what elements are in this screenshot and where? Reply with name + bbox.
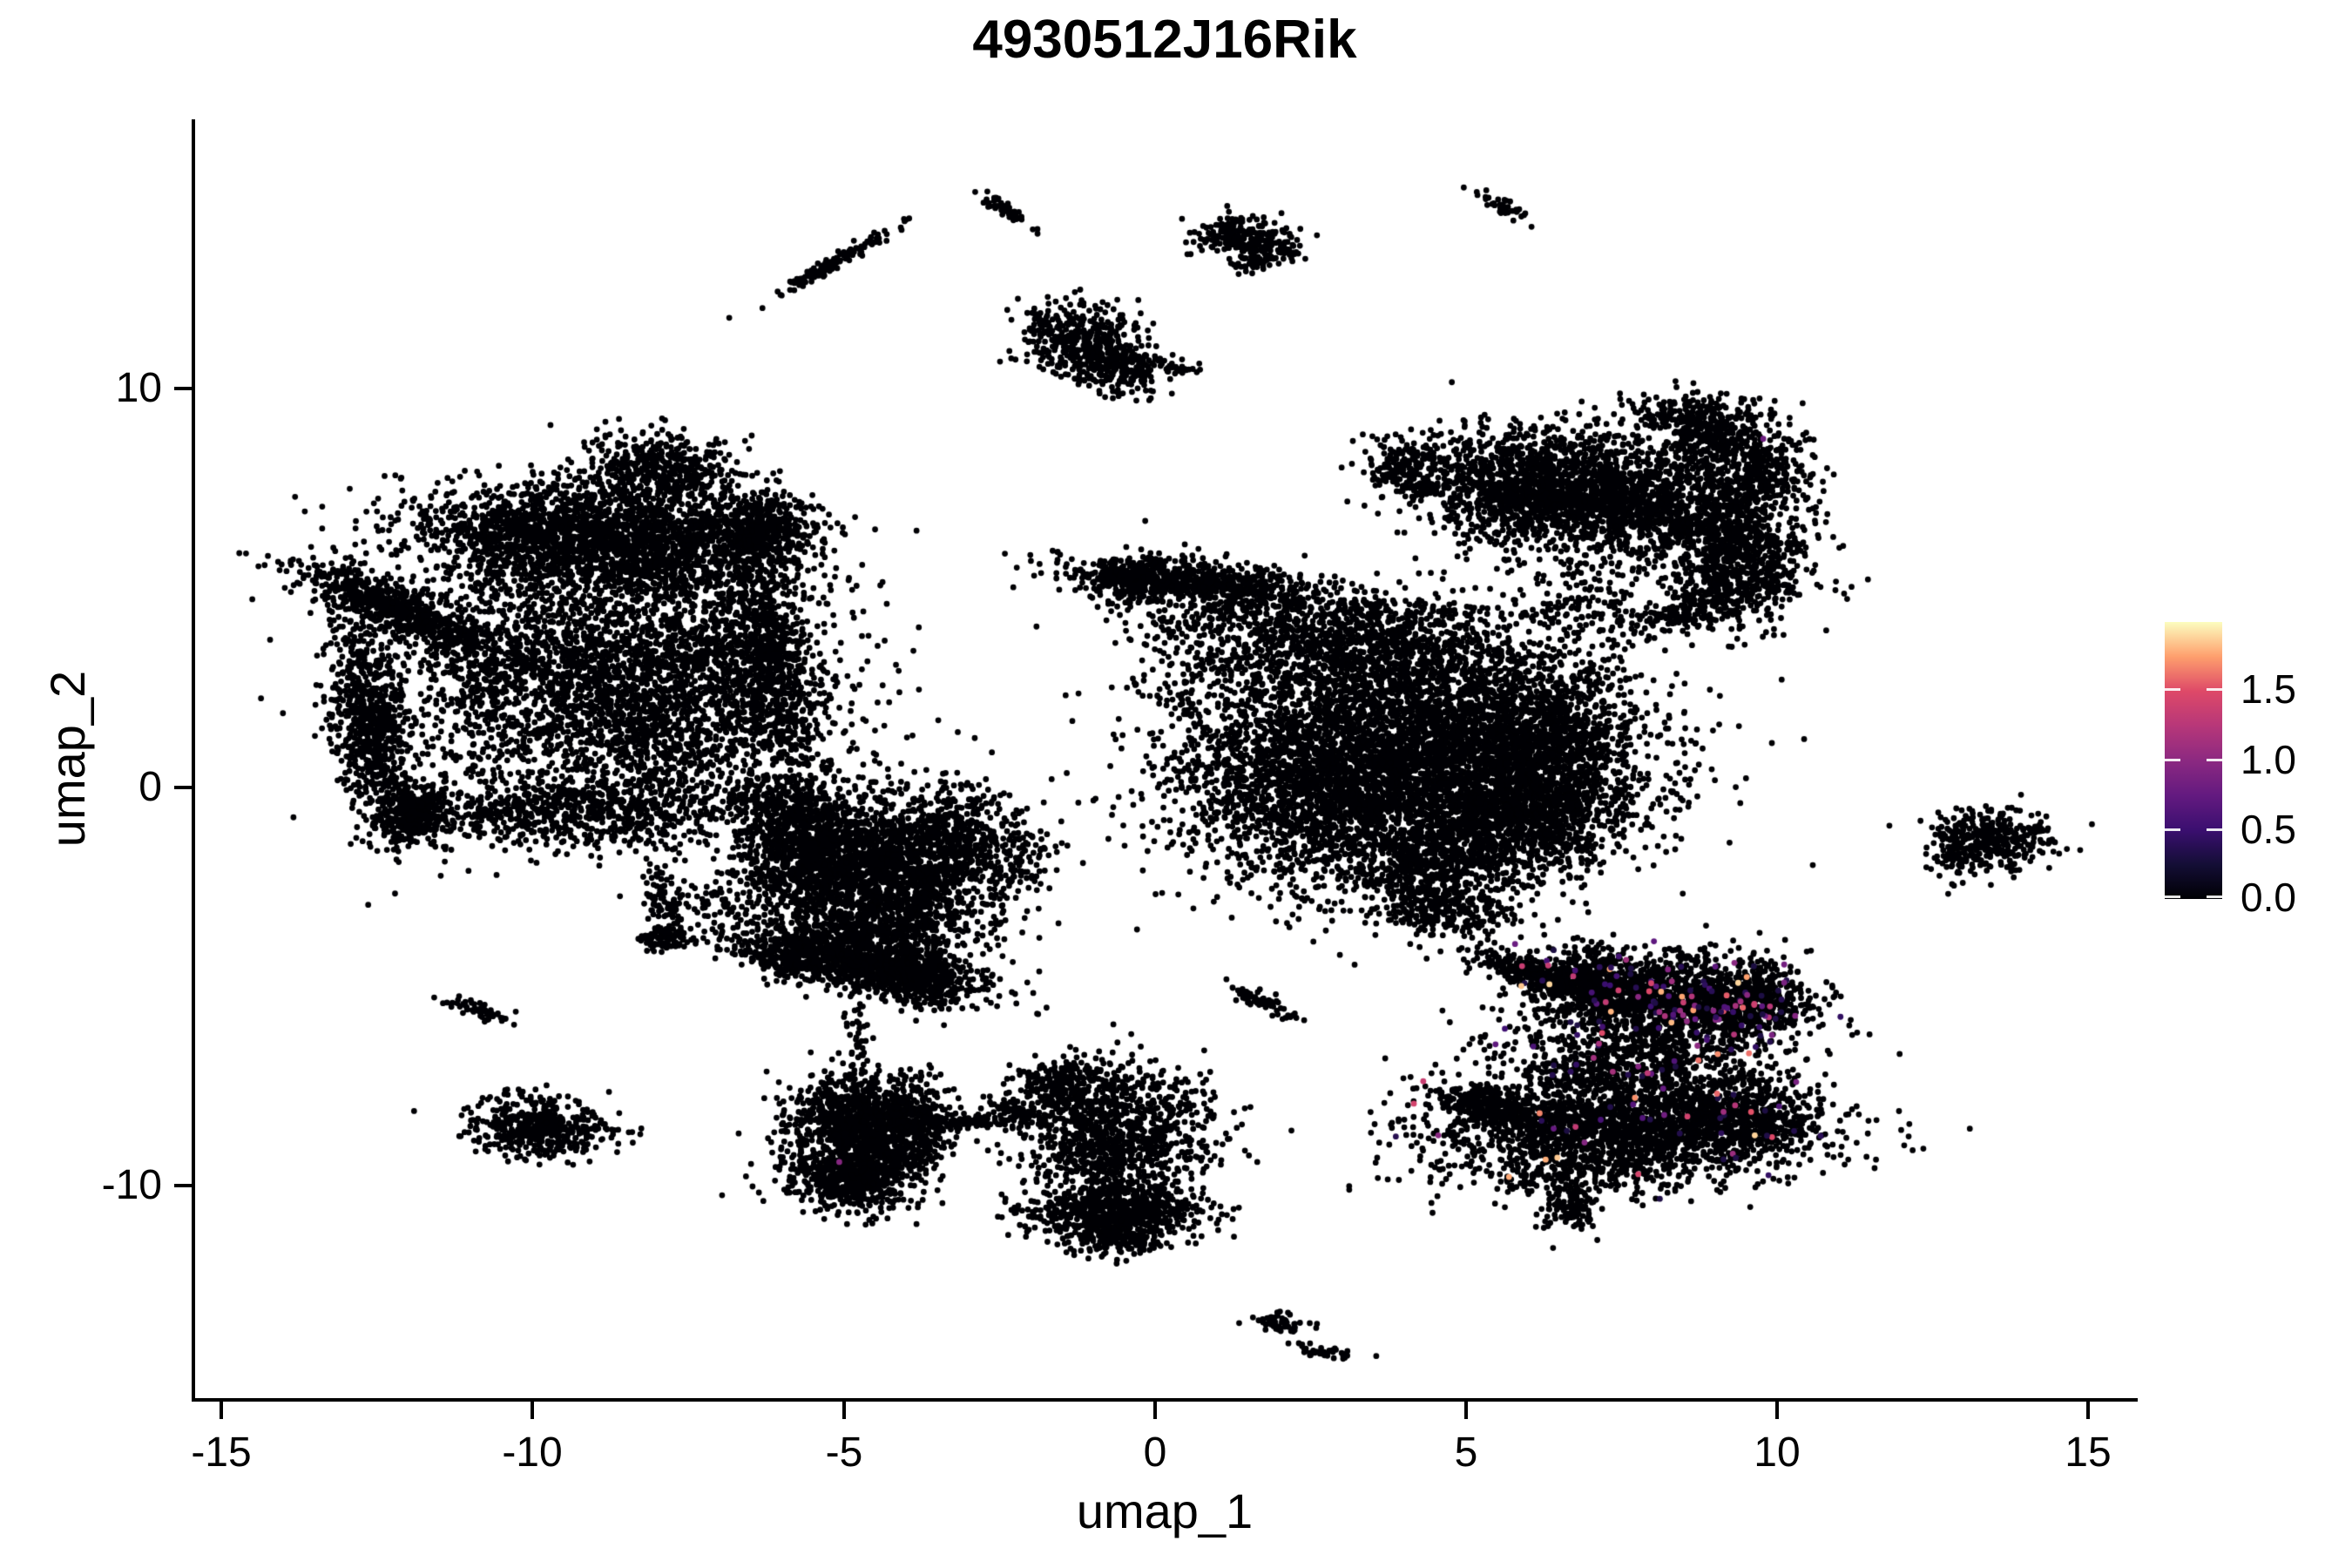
colorbar-tick-dash xyxy=(2165,688,2180,691)
colorbar-tick-dash xyxy=(2207,688,2222,691)
x-axis-line xyxy=(192,1398,2138,1402)
y-axis-tick xyxy=(174,387,192,390)
x-axis-tick xyxy=(842,1402,846,1419)
x-axis-tick xyxy=(1153,1402,1157,1419)
y-axis-title: umap_2 xyxy=(40,670,95,848)
colorbar-tick-dash xyxy=(2207,759,2222,761)
x-tick-label: -15 xyxy=(191,1429,252,1476)
colorbar-label: 1.5 xyxy=(2240,666,2296,712)
x-axis-title: umap_1 xyxy=(1076,1484,1254,1538)
x-tick-label: -5 xyxy=(825,1429,863,1476)
x-tick-label: 5 xyxy=(1454,1429,1478,1476)
colorbar-tick-dash xyxy=(2165,828,2180,831)
colorbar-tick-dash xyxy=(2165,759,2180,761)
colorbar-tick-dash xyxy=(2165,896,2180,898)
x-axis-tick xyxy=(1464,1402,1468,1419)
x-tick-label: -10 xyxy=(502,1429,563,1476)
colorbar-tick-dash xyxy=(2207,828,2222,831)
y-tick-label: -10 xyxy=(101,1162,162,1208)
colorbar-tick-dash xyxy=(2207,896,2222,898)
colorbar-label: 0.5 xyxy=(2240,807,2296,852)
y-tick-label: 0 xyxy=(139,764,162,810)
x-tick-label: 0 xyxy=(1143,1429,1167,1476)
x-tick-label: 15 xyxy=(2065,1429,2112,1476)
y-axis-tick xyxy=(174,1184,192,1187)
x-axis-tick xyxy=(1775,1402,1779,1419)
x-axis-tick xyxy=(220,1402,223,1419)
y-axis-tick xyxy=(174,786,192,789)
y-axis-line xyxy=(192,119,195,1402)
plot-title: 4930512J16Rik xyxy=(972,10,1357,70)
y-tick-label: 10 xyxy=(115,365,162,411)
x-axis-tick xyxy=(531,1402,534,1419)
colorbar-label: 1.0 xyxy=(2240,737,2296,782)
colorbar-label: 0.0 xyxy=(2240,875,2296,920)
x-axis-tick xyxy=(2086,1402,2090,1419)
x-tick-label: 10 xyxy=(1754,1429,1801,1476)
